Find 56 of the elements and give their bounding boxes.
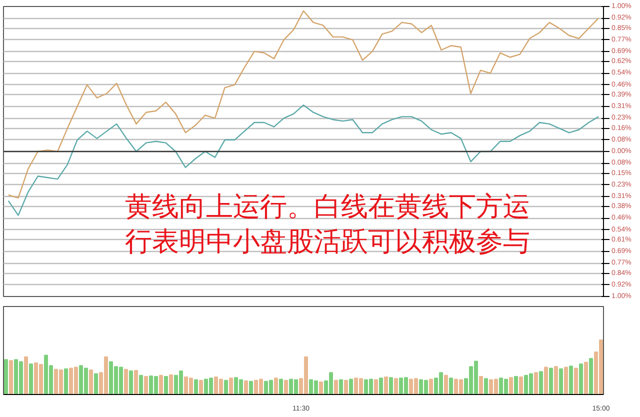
- bar: [124, 368, 128, 394]
- bar: [134, 370, 138, 394]
- bar: [394, 378, 398, 394]
- bar: [554, 366, 558, 394]
- bar: [94, 373, 98, 394]
- bar: [544, 366, 548, 394]
- bar: [584, 362, 588, 394]
- bar: [559, 368, 563, 394]
- bar: [574, 368, 578, 394]
- bar: [199, 380, 203, 394]
- bar: [169, 374, 173, 394]
- bar: [549, 368, 553, 394]
- annotation: 黄线向上运行。白线在黄线下方运: [125, 192, 530, 222]
- bar: [509, 377, 513, 394]
- bar: [444, 374, 448, 394]
- bar: [374, 379, 378, 394]
- bar: [519, 376, 523, 394]
- bar: [164, 376, 168, 394]
- bar: [194, 379, 198, 394]
- bar: [279, 378, 283, 394]
- bar: [224, 380, 228, 394]
- bar: [384, 376, 388, 394]
- annotation: 行表明中小盘股活跃可以积极参与: [125, 226, 530, 256]
- bar: [389, 377, 393, 394]
- bar: [569, 366, 573, 394]
- bar: [589, 358, 593, 394]
- bar: [479, 376, 483, 394]
- bar: [334, 380, 338, 394]
- bar: [64, 368, 68, 394]
- bar: [449, 378, 453, 394]
- bar: [29, 363, 33, 394]
- bar: [244, 380, 248, 394]
- bar: [249, 380, 253, 394]
- bar: [274, 378, 278, 394]
- bar: [579, 363, 583, 394]
- bar: [229, 378, 233, 394]
- bar: [484, 378, 488, 394]
- bar: [344, 380, 348, 394]
- bar: [144, 376, 148, 394]
- bar: [349, 378, 353, 394]
- bar: [534, 372, 538, 394]
- bar: [9, 360, 13, 394]
- bar: [319, 381, 323, 394]
- bar: [284, 380, 288, 394]
- bar: [89, 369, 93, 394]
- bar: [129, 370, 133, 394]
- bar: [379, 378, 383, 394]
- bar: [339, 379, 343, 394]
- bar: [159, 374, 163, 394]
- bar: [4, 359, 8, 394]
- bar: [514, 376, 518, 394]
- bar: [429, 378, 433, 394]
- bar: [539, 371, 543, 394]
- bar: [24, 356, 28, 394]
- bar: [139, 374, 143, 394]
- bar: [564, 366, 568, 394]
